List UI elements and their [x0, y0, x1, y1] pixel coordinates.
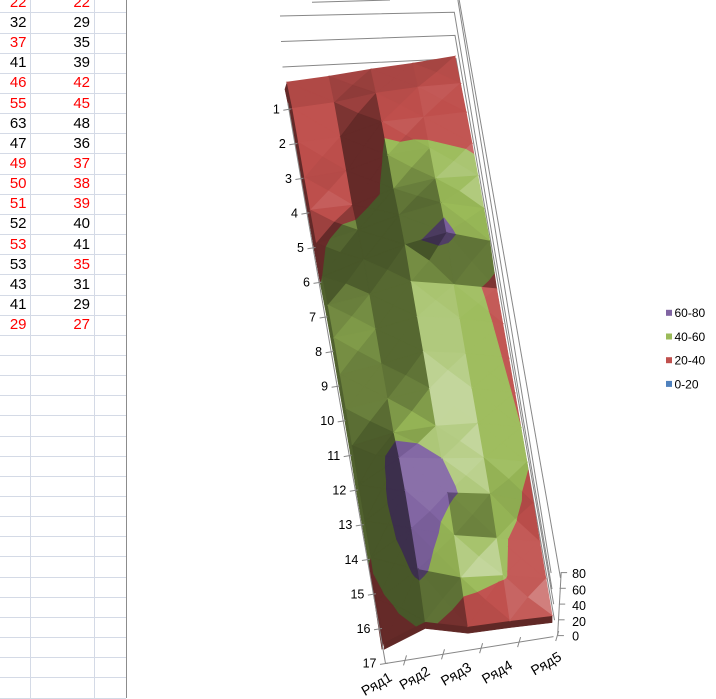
svg-text:15: 15	[350, 587, 364, 601]
svg-text:Ряд2: Ряд2	[396, 663, 432, 693]
svg-text:1: 1	[273, 103, 280, 117]
svg-text:11: 11	[327, 449, 340, 463]
svg-text:16: 16	[357, 622, 371, 636]
svg-text:8: 8	[315, 345, 322, 359]
svg-text:3: 3	[285, 172, 292, 186]
svg-text:0-20: 0-20	[675, 377, 699, 391]
svg-text:4: 4	[291, 206, 298, 220]
svg-text:60: 60	[572, 583, 586, 597]
svg-text:17: 17	[363, 657, 377, 671]
svg-text:10: 10	[320, 414, 334, 428]
svg-text:6: 6	[303, 276, 310, 290]
svg-text:Ряд5: Ряд5	[528, 648, 564, 678]
svg-text:2: 2	[279, 137, 286, 151]
svg-text:12: 12	[332, 484, 346, 498]
svg-text:9: 9	[321, 380, 328, 394]
svg-text:5: 5	[297, 241, 304, 255]
svg-text:0: 0	[572, 629, 579, 643]
svg-text:20: 20	[572, 615, 586, 629]
svg-text:Ряд1: Ряд1	[358, 669, 394, 698]
svg-text:Ряд4: Ряд4	[479, 657, 515, 687]
svg-text:20-40: 20-40	[675, 354, 706, 368]
svg-text:7: 7	[309, 310, 316, 324]
svg-text:13: 13	[338, 518, 352, 532]
svg-text:40-60: 40-60	[675, 330, 706, 344]
svg-text:40: 40	[572, 599, 586, 613]
svg-text:Ряд3: Ряд3	[438, 659, 474, 689]
svg-text:14: 14	[344, 553, 358, 567]
svg-text:60-80: 60-80	[675, 306, 706, 320]
svg-text:80: 80	[572, 567, 586, 581]
